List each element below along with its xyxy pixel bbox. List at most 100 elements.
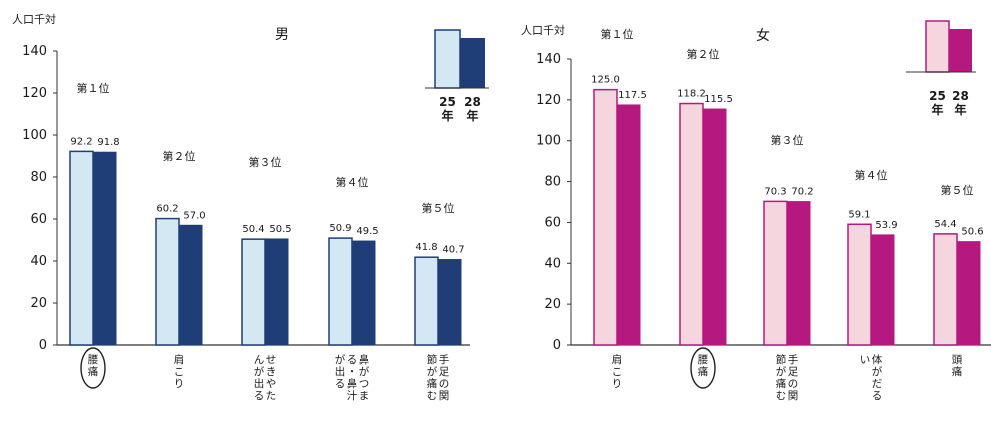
male-rank-label: 第１位 [77, 81, 110, 95]
male-category-label: 腰痛 [80, 347, 106, 389]
male-category-char: る [347, 354, 358, 366]
male-bar-25 [328, 237, 353, 346]
female-category-char: い [860, 354, 871, 366]
male-bar-25 [155, 217, 180, 346]
female-y-tick-label: 140 [536, 52, 561, 67]
female-category-char: の [788, 378, 799, 390]
female-data-label-25: 118.2 [677, 89, 706, 100]
male-category-char: 痛 [427, 377, 438, 390]
female-rank-label: 第４位 [855, 168, 888, 182]
female-legend-year: 25 [929, 89, 946, 103]
female-y-tick-label: 40 [544, 256, 561, 271]
female-y-axis-unit: 人口千対 [521, 23, 565, 37]
male-bar-25 [69, 150, 94, 346]
male-y-tick-label: 60 [30, 212, 47, 227]
male-category-char: る [335, 378, 346, 390]
female-bar-28 [870, 234, 895, 346]
male-bar-28 [437, 259, 462, 346]
female-rank-label: 第２位 [687, 47, 720, 61]
female-y-tick-label: 0 [553, 338, 561, 353]
male-legend-swatch-28 [460, 38, 485, 88]
male-category-char: 肩 [174, 353, 185, 366]
female-bar-25 [593, 88, 618, 346]
female-category-char: る [872, 390, 883, 402]
male-rank-label: 第５位 [422, 201, 455, 215]
male-y-tick-label: 40 [30, 254, 47, 269]
female-bar-28 [702, 108, 727, 346]
female-data-label-28: 115.5 [704, 94, 733, 105]
male-category-char: ん [254, 354, 265, 366]
male-data-label-28: 57.0 [183, 210, 205, 221]
male-category-char: 足 [439, 366, 450, 378]
female-category-char: 肩 [612, 353, 623, 366]
male-data-label-25: 60.2 [156, 204, 178, 215]
male-data-label-28: 50.5 [269, 224, 291, 235]
female-y-tick-label: 100 [536, 134, 561, 149]
male-category-char: り [174, 378, 185, 390]
female-chart-title: 女 [756, 27, 770, 44]
male-y-tick-label: 140 [22, 44, 47, 59]
male-category-char: 汁 [347, 389, 358, 402]
female-category-char: こ [612, 366, 623, 378]
male-category-char: こ [174, 366, 185, 378]
male-y-tick-label: 20 [30, 296, 47, 311]
male-category-char: や [266, 378, 277, 390]
male-category-char: た [266, 390, 277, 402]
male-category-char: き [266, 366, 277, 378]
male-category-char: 関 [439, 390, 450, 402]
male-category-label: 肩こり [174, 353, 185, 390]
male-category-char: ・ [347, 366, 358, 378]
female-legend-swatch-25 [925, 20, 950, 73]
male-bar-28 [264, 238, 289, 346]
male-category-char: 痛 [88, 365, 99, 378]
female-data-label-28: 50.6 [961, 227, 983, 238]
male-category-char: 節 [427, 353, 438, 366]
male-category-char: 手 [439, 353, 450, 366]
female-rank-label: 第３位 [771, 133, 804, 147]
male-legend-year: 28 [464, 95, 481, 109]
male-data-label-28: 91.8 [97, 137, 119, 148]
female-category-label: 腰痛 [690, 347, 716, 389]
female-bar-25 [763, 200, 788, 346]
male-bar-25 [241, 238, 266, 346]
female-category-char: が [776, 365, 787, 378]
female-legend-year-unit: 年 [954, 102, 966, 117]
female-legend-label: 28年 [952, 89, 969, 117]
male-rank-label: 第３位 [249, 155, 282, 169]
male-data-label-28: 49.5 [356, 226, 378, 237]
female-category-char: 痛 [776, 377, 787, 390]
male-data-label-28: 40.7 [442, 245, 464, 256]
male-category-char: む [427, 390, 438, 402]
male-data-label-25: 41.8 [415, 242, 437, 253]
female-data-label-25: 70.3 [764, 186, 786, 197]
female-category-char: だ [872, 378, 883, 390]
female-data-label-28: 117.5 [618, 90, 647, 101]
female-category-char: 体 [872, 354, 883, 366]
male-category-char: ま [359, 390, 370, 402]
male-category-char: 出 [335, 365, 346, 378]
female-highlight-circle [690, 347, 716, 389]
female-category-char: 痛 [698, 365, 709, 378]
female-category-char: 足 [788, 366, 799, 378]
female-category-char: が [872, 365, 883, 378]
male-category-char: 腰 [88, 354, 99, 366]
male-y-tick-label: 100 [22, 128, 47, 143]
male-bar-28 [178, 224, 203, 346]
female-category-char: 関 [788, 390, 799, 402]
female-bar-25 [679, 102, 704, 346]
male-category-char: 鼻 [347, 377, 358, 390]
male-legend-label: 28年 [464, 95, 481, 123]
female-bar-28 [786, 201, 811, 346]
male-y-tick-label: 80 [30, 170, 47, 185]
female-data-label-25: 54.4 [934, 219, 956, 230]
male-data-label-25: 92.2 [70, 136, 92, 147]
male-highlight-circle [80, 347, 106, 389]
male-y-axis-unit: 人口千対 [12, 12, 56, 26]
female-bar-28 [616, 104, 641, 346]
male-legend-label: 25年 [439, 95, 456, 123]
female-category-char: む [776, 390, 787, 402]
female-data-label-25: 59.1 [848, 209, 870, 220]
